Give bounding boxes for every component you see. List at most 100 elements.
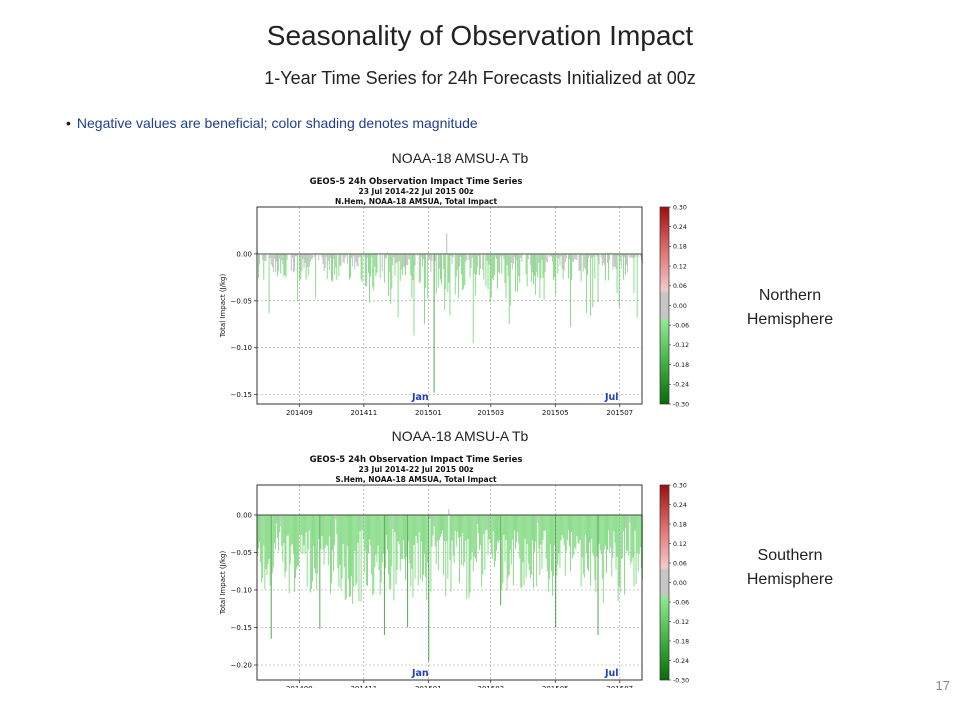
data-bar: [559, 515, 561, 568]
data-bar: [338, 515, 340, 588]
data-bar: [296, 515, 298, 570]
data-bar: [615, 253, 617, 270]
data-bar: [450, 515, 452, 592]
data-bar: [569, 515, 570, 547]
data-bar: [453, 515, 455, 564]
data-bar: [615, 515, 617, 570]
data-bar: [510, 253, 512, 263]
colorbar-tick-label: 0.06: [673, 283, 687, 290]
data-bar: [462, 515, 464, 534]
data-bar: [310, 515, 312, 590]
data-bar: [285, 515, 287, 572]
data-bar: [372, 253, 374, 287]
data-bar: [316, 515, 318, 590]
data-bar: [530, 253, 532, 282]
data-bar: [584, 253, 586, 270]
colorbar-tick-label: 0.12: [673, 541, 687, 548]
data-bar: [640, 515, 642, 568]
colorbar-tick-label: -0.18: [673, 362, 689, 369]
data-bar: [515, 515, 516, 549]
colorbar-tick-label: 0.00: [673, 303, 687, 310]
data-bar: [585, 253, 587, 314]
data-bar: [529, 515, 531, 578]
panel-label-south: NOAA-18 AMSU-A Tb: [391, 428, 529, 444]
data-bar: [470, 515, 472, 560]
data-bar: [360, 253, 362, 280]
data-bar: [489, 253, 491, 303]
data-bar: [518, 253, 520, 277]
data-bar: [600, 253, 602, 258]
data-bar: [466, 253, 468, 261]
data-bar: [478, 515, 479, 534]
data-bar: [634, 253, 636, 258]
hemisphere-label-line2: Hemisphere: [746, 311, 834, 328]
data-bar: [455, 515, 457, 547]
data-bar: [539, 515, 541, 575]
data-bar: [280, 515, 282, 527]
data-bar: [356, 253, 358, 266]
data-bar: [501, 515, 503, 590]
data-bar: [613, 515, 615, 532]
colorbar-tick-label: 0.06: [673, 560, 687, 567]
chart-south-hemisphere: GEOS-5 24h Observation Impact Time Serie…: [219, 455, 689, 688]
data-bar: [383, 253, 385, 283]
data-bar: [632, 515, 634, 558]
y-axis-ticks: 0.00 −0.05 −0.10 −0.15: [231, 250, 257, 399]
data-bar: [281, 253, 283, 261]
data-bar: [565, 515, 567, 552]
data-bar: [285, 253, 287, 278]
data-bar: [426, 515, 428, 601]
data-bar: [534, 253, 536, 276]
data-bar: [329, 253, 331, 259]
bullet-point: • Negative values are beneficial; color s…: [66, 115, 478, 131]
data-bar: [391, 253, 393, 289]
data-bar: [395, 253, 397, 264]
data-bar: [595, 253, 597, 256]
data-bar: [392, 253, 394, 266]
y-axis-label: Total Impact (J/kg): [219, 551, 227, 616]
data-bar: [463, 515, 465, 567]
data-bar: [371, 253, 373, 258]
data-bar: [412, 253, 414, 281]
data-bar: [551, 515, 552, 572]
data-bar: [379, 253, 381, 278]
data-bar: [526, 253, 528, 287]
data-bar: [361, 253, 363, 283]
data-bar: [499, 515, 501, 541]
data-bar: [344, 253, 346, 258]
data-bar: [337, 515, 339, 569]
data-bar: [444, 253, 446, 311]
data-bar: [556, 515, 558, 576]
data-bar: [487, 515, 489, 556]
data-bar: [424, 515, 426, 554]
data-bar: [557, 515, 559, 565]
data-bar: [383, 515, 385, 635]
data-bar: [375, 515, 377, 555]
data-bar: [471, 515, 473, 553]
data-bar: [545, 515, 547, 559]
data-bar: [561, 515, 563, 536]
data-bar: [393, 515, 395, 601]
data-bar: [283, 253, 285, 277]
data-bar: [557, 253, 559, 274]
data-bar: [555, 253, 557, 295]
data-bar: [621, 253, 623, 257]
data-bar: [399, 515, 401, 571]
data-bar: [510, 515, 512, 565]
data-bar: [353, 253, 355, 257]
data-bar: [279, 515, 281, 533]
y-tick-label: −0.15: [231, 624, 252, 632]
data-bar: [587, 253, 588, 275]
data-bar: [430, 253, 432, 273]
data-bar: [350, 253, 351, 278]
colorbar-tick-label: -0.24: [673, 382, 689, 389]
data-bar: [405, 253, 406, 276]
data-bar: [562, 515, 564, 539]
data-bar: [471, 253, 473, 258]
data-bar: [312, 253, 313, 259]
data-bar: [259, 253, 261, 265]
data-bar: [482, 253, 484, 270]
data-bar: [490, 515, 492, 555]
data-bar: [273, 515, 275, 543]
data-bar: [326, 515, 328, 547]
